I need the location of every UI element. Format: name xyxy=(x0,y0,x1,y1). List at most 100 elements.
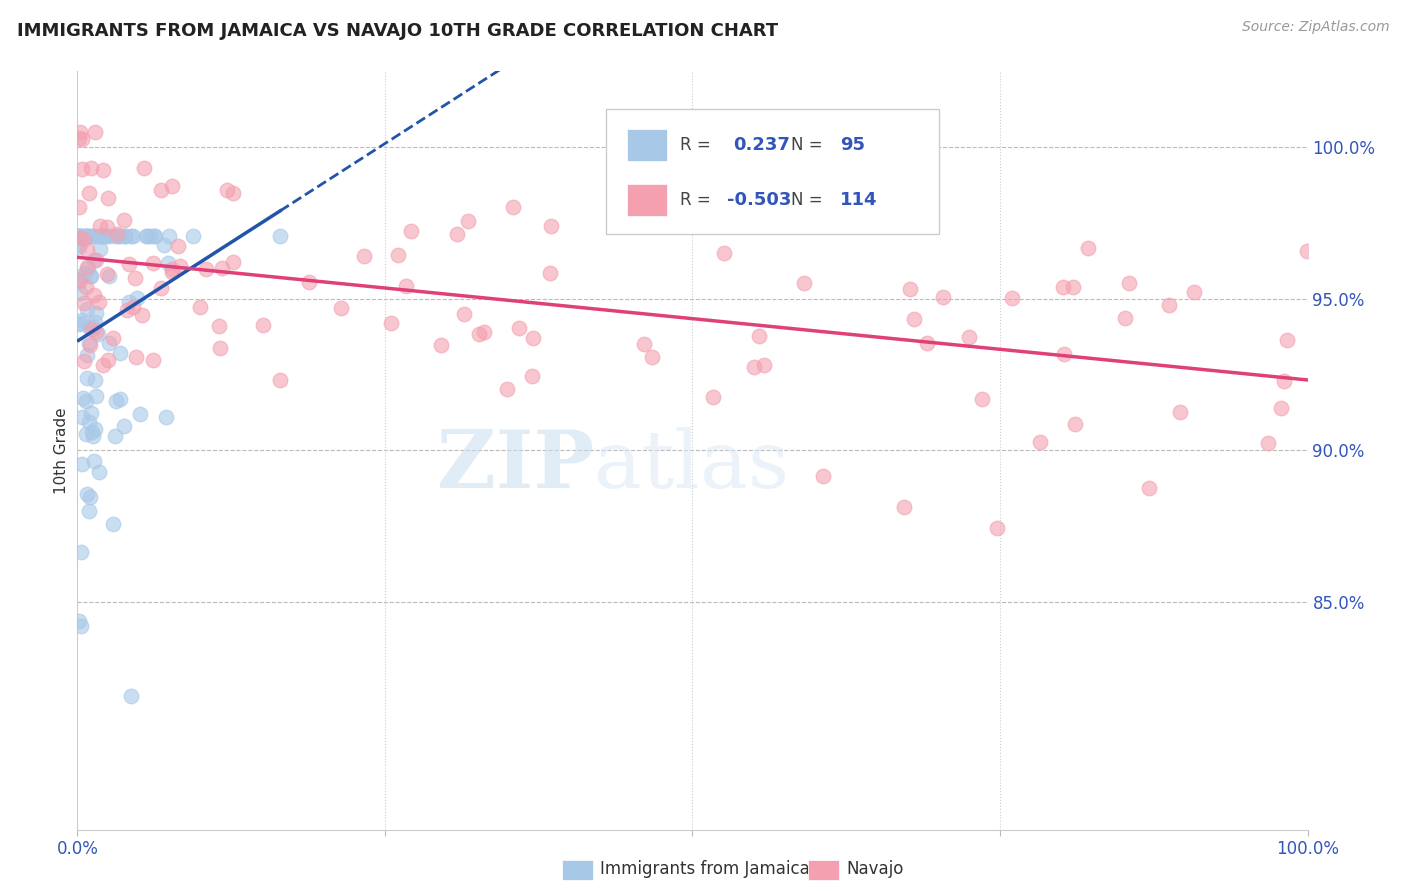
Point xyxy=(76,371,98,385)
FancyBboxPatch shape xyxy=(627,129,666,161)
Point xyxy=(538,266,561,280)
Point xyxy=(76,348,98,362)
Point xyxy=(143,228,166,243)
Text: IMMIGRANTS FROM JAMAICA VS NAVAJO 10TH GRADE CORRELATION CHART: IMMIGRANTS FROM JAMAICA VS NAVAJO 10TH G… xyxy=(17,22,778,40)
Point xyxy=(96,267,118,281)
Point xyxy=(748,329,770,343)
Point xyxy=(157,228,180,243)
Point xyxy=(104,394,127,409)
Point xyxy=(108,346,131,360)
Point xyxy=(75,280,97,294)
Point xyxy=(932,290,955,304)
Point xyxy=(330,301,353,315)
Point xyxy=(793,276,815,290)
FancyBboxPatch shape xyxy=(606,110,939,235)
Point xyxy=(188,300,211,314)
Point xyxy=(633,337,655,351)
Point xyxy=(1063,417,1085,431)
Point xyxy=(1270,401,1292,416)
Point xyxy=(520,368,543,383)
Point xyxy=(84,253,107,268)
Point xyxy=(269,228,291,243)
Point xyxy=(108,392,131,406)
Point xyxy=(222,255,245,269)
Point xyxy=(67,201,90,215)
Point xyxy=(82,322,104,336)
Point xyxy=(79,268,101,283)
Point xyxy=(80,228,103,243)
Point xyxy=(142,228,165,243)
Point xyxy=(1295,244,1317,259)
Point xyxy=(502,200,524,214)
Point xyxy=(79,186,101,201)
Point xyxy=(73,266,96,280)
Text: 114: 114 xyxy=(841,191,877,210)
Point xyxy=(167,239,190,253)
Point xyxy=(120,228,142,243)
Point xyxy=(83,314,105,328)
Point xyxy=(138,228,160,243)
Point xyxy=(540,219,562,233)
Y-axis label: 10th Grade: 10th Grade xyxy=(53,407,69,494)
Text: Source: ZipAtlas.com: Source: ZipAtlas.com xyxy=(1241,20,1389,34)
Text: -0.503: -0.503 xyxy=(727,191,792,210)
Point xyxy=(76,228,98,243)
Point xyxy=(76,260,98,274)
Point xyxy=(67,273,90,287)
Point xyxy=(70,161,93,176)
Point xyxy=(79,490,101,504)
Point xyxy=(353,249,375,263)
FancyBboxPatch shape xyxy=(627,185,666,216)
Point xyxy=(67,228,90,243)
Point xyxy=(70,313,93,327)
Point xyxy=(91,358,114,372)
Point xyxy=(67,131,90,145)
Point xyxy=(112,212,135,227)
Point xyxy=(97,191,120,205)
Point xyxy=(269,373,291,387)
Point xyxy=(67,240,90,254)
Point xyxy=(67,238,90,252)
Point xyxy=(93,228,115,243)
Point xyxy=(79,335,101,350)
Point xyxy=(70,228,93,243)
Point xyxy=(104,228,127,243)
Point xyxy=(152,238,174,252)
Point xyxy=(112,419,135,434)
Point xyxy=(122,301,145,315)
Point xyxy=(128,407,150,421)
Point xyxy=(122,228,145,243)
Point xyxy=(83,253,105,268)
Point xyxy=(72,232,94,246)
Text: atlas: atlas xyxy=(595,426,789,505)
Point xyxy=(160,265,183,279)
Point xyxy=(1028,435,1050,450)
Point xyxy=(1077,241,1099,255)
Point xyxy=(90,228,112,243)
Point xyxy=(72,391,94,405)
Point xyxy=(73,354,96,368)
Point xyxy=(915,336,938,351)
Point xyxy=(149,183,172,197)
Point xyxy=(69,615,91,629)
Point xyxy=(84,326,107,340)
Point xyxy=(1052,280,1074,294)
Point xyxy=(84,422,107,436)
Point xyxy=(124,350,146,364)
Point xyxy=(124,271,146,285)
Text: N =: N = xyxy=(792,136,828,154)
Point xyxy=(298,275,321,289)
Point xyxy=(752,358,775,372)
Point xyxy=(641,350,664,364)
Point xyxy=(77,504,100,518)
Point xyxy=(495,382,517,396)
Point xyxy=(195,261,218,276)
Point xyxy=(77,261,100,276)
Point xyxy=(1137,481,1160,495)
Point xyxy=(110,228,132,243)
Point xyxy=(90,228,112,243)
Point xyxy=(114,228,136,243)
Point xyxy=(1118,277,1140,291)
Point xyxy=(115,302,138,317)
Point xyxy=(1275,333,1298,347)
